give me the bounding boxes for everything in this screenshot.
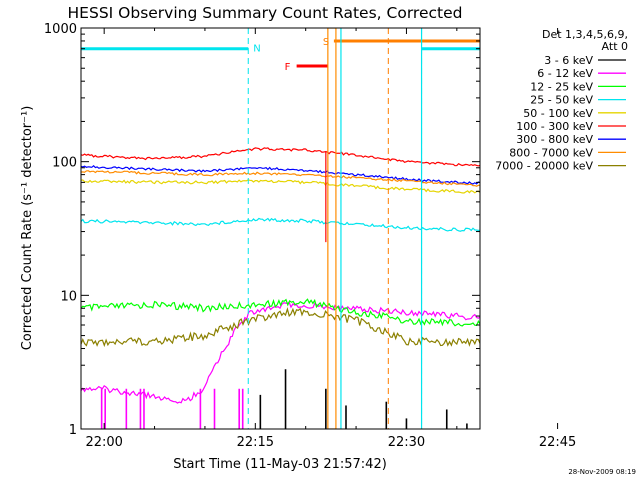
y-axis: 1 10 100 1000 <box>44 22 480 438</box>
series-300-800-kev <box>81 164 480 185</box>
flag-label-s: S <box>323 37 329 48</box>
plot-frame <box>80 27 481 430</box>
y-tick-label: 100 <box>52 156 77 171</box>
series-100-300-kev <box>81 147 480 167</box>
flag-n: N <box>81 28 480 429</box>
legend-label-100-300-kev: 100 - 300 keV <box>516 120 593 133</box>
x-tick-label: 22:15 <box>237 435 274 450</box>
y-tick-label: 1 <box>69 423 77 438</box>
series-12-25-kev <box>81 298 480 327</box>
series-7000-20000-kev <box>81 306 480 348</box>
legend-label-12-25-kev: 12 - 25 keV <box>530 80 593 93</box>
x-axis-label: Start Time (11-May-03 21:57:42) <box>173 457 387 472</box>
legend-header-line-2: Att 0 <box>602 40 628 53</box>
flag-label-n: N <box>253 44 260 55</box>
y-axis-label: Corrected Count Rate (s⁻¹ detector⁻¹) <box>20 106 35 351</box>
y-tick-label: 1000 <box>44 22 77 37</box>
series-6-12-kev-bursts <box>100 388 244 429</box>
series-layer: N S F <box>81 28 480 429</box>
legend-label-800-7000-kev: 800 - 7000 keV <box>509 146 593 159</box>
x-tick-label: 22:00 <box>85 435 122 450</box>
series-25-50-kev <box>81 217 480 232</box>
legend-label-50-100-kev: 50 - 100 keV <box>523 107 593 120</box>
legend-header-line-1: Det 1,3,4,5,6,9, <box>542 28 628 41</box>
legend-label-3-6-kev: 3 - 6 keV <box>544 54 593 67</box>
y-tick-label: 10 <box>60 289 77 304</box>
x-tick-label: 22:30 <box>388 435 425 450</box>
plot-area: N S F <box>81 28 480 429</box>
footer-timestamp: 28-Nov-2009 08:19 <box>568 468 636 476</box>
legend-label-7000-20000-kev: 7000 - 20000 keV <box>495 160 593 173</box>
flag-s: S <box>323 28 480 429</box>
legend-label-6-12-kev: 6 - 12 keV <box>537 67 593 80</box>
legend-label-25-50-kev: 25 - 50 keV <box>530 94 593 107</box>
attenuator-band <box>327 28 337 429</box>
flag-f: F <box>285 62 328 73</box>
legend-label-300-800-kev: 300 - 800 keV <box>516 133 593 146</box>
x-tick-label: 22:45 <box>539 435 576 450</box>
series-3-6-kev <box>259 369 468 429</box>
flag-label-f: F <box>285 62 291 73</box>
chart-title: HESSI Observing Summary Count Rates, Cor… <box>68 4 463 22</box>
series-800-7000-kev <box>81 170 480 187</box>
series-50-100-kev <box>81 179 480 194</box>
